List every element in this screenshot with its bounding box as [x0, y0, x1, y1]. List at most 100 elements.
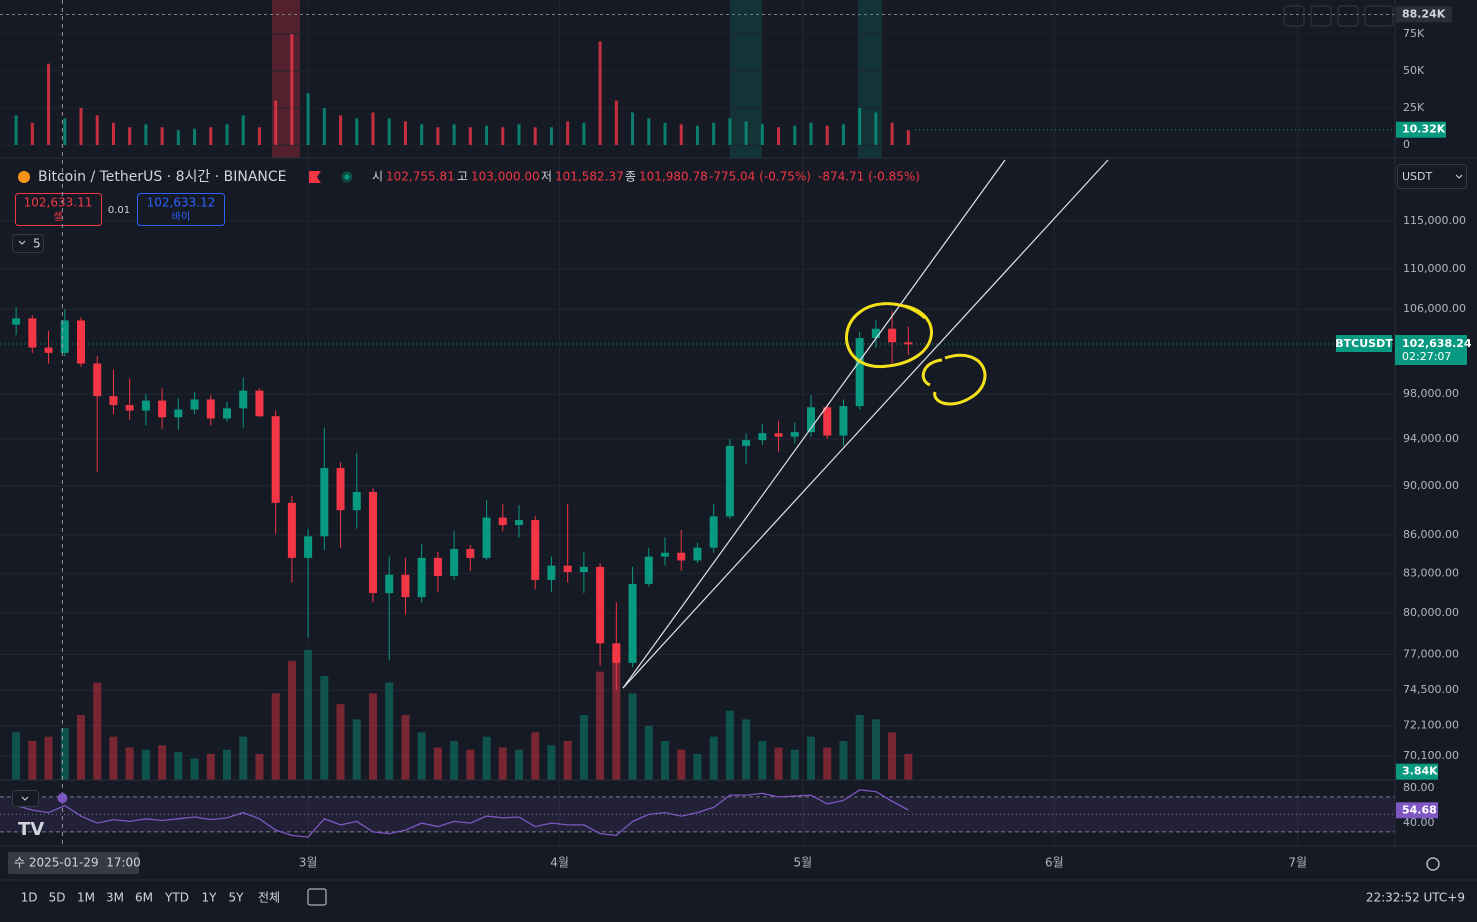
range-button[interactable]: 5D — [49, 891, 66, 905]
top-volume-bar — [549, 127, 553, 145]
trendline[interactable] — [622, 159, 1109, 689]
legend-label: 시 — [372, 170, 383, 184]
pane-toggle[interactable] — [12, 790, 39, 807]
volume-bar — [579, 715, 588, 780]
trendline[interactable] — [622, 159, 1006, 689]
volume-bar — [450, 741, 459, 780]
volume-bar — [190, 758, 199, 780]
volume-bar — [596, 671, 605, 780]
volume-bar — [758, 741, 767, 780]
candle-body — [369, 491, 377, 594]
top-volume-bar — [420, 124, 424, 145]
legend-change: -775.04 (-0.75%) — [709, 170, 811, 184]
volume-bar — [742, 719, 751, 780]
drawing-circle[interactable] — [845, 302, 933, 368]
volume-bar — [287, 660, 296, 780]
volume-bar — [271, 693, 280, 780]
currency-select[interactable] — [1397, 164, 1467, 189]
candle-body — [498, 517, 507, 526]
bottom-toolbar — [0, 880, 1477, 916]
top-volume-bar — [322, 108, 326, 145]
candle-body — [531, 520, 540, 580]
volume-bar — [141, 749, 150, 780]
range-button[interactable]: 3M — [106, 891, 124, 905]
range-button[interactable]: 1M — [77, 891, 95, 905]
buy-button[interactable] — [137, 193, 225, 226]
icon-button[interactable] — [1283, 5, 1305, 27]
symbol-badge — [1336, 335, 1392, 353]
range-button[interactable]: 전체 — [258, 891, 280, 905]
range-button[interactable]: 1Y — [202, 891, 218, 905]
range-button[interactable]: 1D — [21, 891, 38, 905]
top-volume-bar — [614, 100, 618, 145]
top-volume-bar — [371, 112, 375, 145]
range-button[interactable]: 5Y — [229, 891, 245, 905]
volume-bar — [206, 754, 215, 780]
volume-bar — [790, 749, 799, 780]
top-volume-bar — [274, 100, 278, 145]
candle-body — [742, 440, 751, 446]
candle-body — [287, 502, 296, 558]
top-volume-bar — [679, 124, 683, 145]
top-volume-bar — [631, 112, 635, 145]
x-tick-label: 7월 — [1288, 856, 1307, 870]
rsi-badge — [1396, 802, 1438, 819]
legend-label: 종 — [625, 170, 636, 184]
top-volume-bar — [30, 122, 34, 145]
y-tick-label: 94,000.00 — [1403, 432, 1459, 445]
range-button[interactable]: 6M — [135, 891, 153, 905]
top-volume-bar — [793, 125, 797, 145]
rsi-tick-label: 80.00 — [1403, 781, 1435, 794]
drawing-circle[interactable] — [921, 353, 987, 406]
top-volume-bar — [728, 118, 732, 145]
top-tick-label: 75K — [1403, 27, 1425, 40]
candle-body — [547, 565, 556, 580]
sell-button[interactable] — [15, 193, 102, 226]
indicator-toggle[interactable] — [12, 234, 44, 253]
top-volume-bar — [841, 124, 845, 145]
top-volume-bar — [566, 121, 570, 145]
chevron — [21, 796, 29, 801]
countdown: 02:27:07 — [1402, 350, 1451, 363]
crosshair-label: 수 2025-01-29 17:00 — [14, 856, 141, 870]
top-volume-bar — [890, 122, 894, 145]
icon-button[interactable] — [1310, 5, 1332, 27]
range-button[interactable]: YTD — [164, 891, 189, 905]
crosshair-dot — [57, 793, 68, 803]
flag-icon[interactable] — [309, 171, 321, 183]
top-volume-bar — [485, 125, 489, 145]
spread: 0.01 — [108, 205, 130, 216]
settings-icon[interactable] — [1426, 857, 1440, 871]
top-tick-label: 50K — [1403, 64, 1425, 77]
y-tick-label: 98,000.00 — [1403, 387, 1459, 400]
candle-body — [709, 516, 718, 548]
candle-body — [628, 583, 637, 663]
volume-bar — [807, 736, 815, 780]
candle-body — [563, 565, 572, 573]
rsi-band — [0, 796, 1395, 832]
candle-body — [515, 520, 523, 526]
candle-body — [255, 390, 264, 417]
volume-bar — [839, 741, 848, 780]
icon-button[interactable] — [1337, 5, 1359, 27]
price-badge — [1395, 335, 1467, 366]
compare-icon[interactable] — [307, 888, 327, 906]
volume-bar — [823, 747, 832, 780]
volume-bar — [855, 715, 864, 780]
logo: TV — [18, 819, 44, 840]
y-tick-label: 72,100.00 — [1403, 718, 1459, 731]
volume-bar — [369, 693, 377, 780]
volume-bar — [628, 693, 637, 780]
top-volume-bar — [695, 125, 699, 145]
icon-button[interactable] — [1364, 5, 1394, 27]
volume-badge — [1396, 763, 1438, 780]
top-volume-bar — [160, 127, 164, 145]
volume-bar — [401, 715, 410, 780]
symbol-icon — [18, 171, 30, 183]
top-volume-bar — [290, 34, 294, 145]
candle-body — [596, 566, 605, 644]
top-volume-bar — [257, 127, 261, 145]
volume-bar — [709, 736, 718, 780]
status-dot — [341, 171, 353, 183]
volume-bar — [158, 745, 167, 780]
